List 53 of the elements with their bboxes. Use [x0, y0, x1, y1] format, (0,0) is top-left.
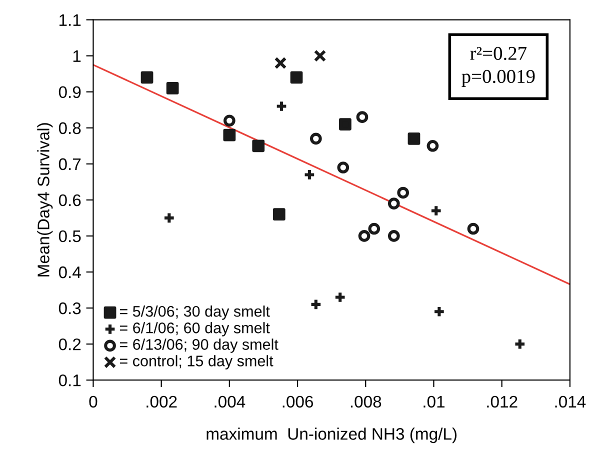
point [310, 298, 322, 311]
y-tick-label: 0.8 [58, 122, 81, 134]
legend-label: = 5/3/06; 30 day smelt [120, 306, 270, 320]
x-tick-label: .006 [282, 396, 314, 408]
point [514, 338, 526, 350]
point [388, 198, 400, 210]
y-tick-label: 1 [73, 50, 81, 62]
y-tick-label: 0.2 [58, 338, 81, 350]
point [430, 204, 442, 217]
point [272, 208, 286, 221]
y-tick-label: 0.5 [58, 230, 81, 242]
x-tick-label: .002 [146, 396, 177, 408]
point [356, 111, 368, 123]
point [426, 140, 439, 152]
point [252, 140, 265, 152]
y-tick-label: 0.4 [58, 266, 81, 278]
point [166, 82, 179, 94]
point [224, 114, 236, 127]
legend-label: = 6/13/06; 90 day smelt [120, 338, 278, 353]
point [408, 132, 420, 145]
y-axis-title: Mean(Day4 Survival) [37, 123, 53, 276]
annotation: r²=0.27 p=0.0019 [462, 46, 535, 87]
point [397, 186, 410, 199]
point [467, 222, 480, 235]
legend-label: = 6/1/06; 60 day smelt [120, 322, 270, 336]
point [140, 71, 154, 84]
point [334, 291, 346, 304]
point [339, 118, 352, 130]
point [358, 230, 370, 242]
y-tick-label: 0.6 [58, 194, 81, 206]
point [275, 100, 288, 112]
y-tick-label: 0.9 [58, 86, 81, 98]
x-tick-label: .012 [487, 396, 518, 408]
x-tick-label: .004 [214, 396, 246, 408]
point [314, 50, 326, 62]
point [337, 162, 350, 174]
point [303, 168, 316, 181]
legend-label: = control; 15 day smelt [120, 355, 274, 370]
y-tick-label: 0.1 [58, 374, 81, 386]
x-tick-label: .008 [350, 396, 382, 408]
point [290, 71, 303, 84]
x-tick-label: 0 [89, 396, 98, 408]
point [368, 222, 380, 235]
point [223, 128, 236, 142]
x-tick-label: .01 [424, 396, 445, 408]
point [274, 56, 287, 70]
x-axis-title: maximum Un-ionized NH3 (mg/L) [206, 428, 457, 444]
y-tick-label: 0.7 [58, 158, 81, 170]
x-tick-label: .014 [555, 396, 586, 408]
point [310, 132, 322, 145]
point [388, 230, 400, 242]
y-tick-label: 0.3 [58, 302, 81, 314]
y-tick-label: 1.1 [60, 14, 81, 26]
